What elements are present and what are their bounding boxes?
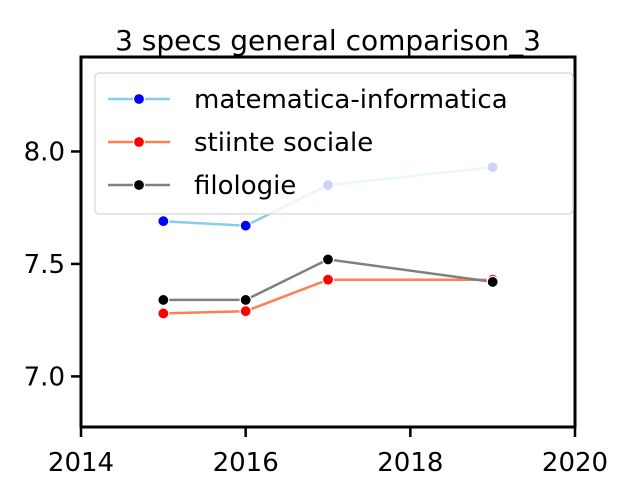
- y-tick-label-1: 7.5: [24, 250, 65, 280]
- axes-layer: 2014 2016 2018 2020 7.0 7.5 8.0: [24, 55, 608, 478]
- legend-box: [94, 72, 574, 215]
- series-point-2-2: [321, 253, 335, 266]
- series-point-2-1: [239, 293, 252, 307]
- series-line-2: [163, 258, 493, 302]
- series-point-0-1: [239, 219, 252, 232]
- plot-frame: [79, 55, 577, 429]
- legend-label-0: matematica-informatica: [194, 85, 508, 115]
- series-line-1: [163, 278, 493, 315]
- legend-label-1: stiinte sociale: [194, 128, 373, 158]
- x-tick-label-2: 2018: [377, 448, 443, 478]
- series-point-1-2: [321, 273, 335, 286]
- series-point-0-0: [157, 215, 170, 228]
- chart-title: 3 specs general comparison_3: [115, 24, 541, 57]
- legend-marker-1: [132, 135, 146, 149]
- x-tick-label-3: 2020: [542, 448, 608, 478]
- legend: matematica-informatica stiinte sociale fil…: [94, 72, 574, 215]
- legend-label-2: filologie: [194, 171, 296, 201]
- y-tick-label-0: 7.0: [24, 362, 65, 392]
- x-tick-label-1: 2016: [213, 448, 279, 478]
- series-point-1-1: [239, 305, 252, 318]
- legend-marker-0: [132, 92, 146, 106]
- series-point-1-0: [157, 307, 170, 320]
- legend-marker-2: [132, 178, 146, 192]
- series-point-2-0: [157, 293, 170, 307]
- y-tick-label-2: 8.0: [24, 137, 65, 167]
- series-point-2-3: [486, 275, 499, 289]
- x-tick-label-0: 2014: [48, 448, 114, 478]
